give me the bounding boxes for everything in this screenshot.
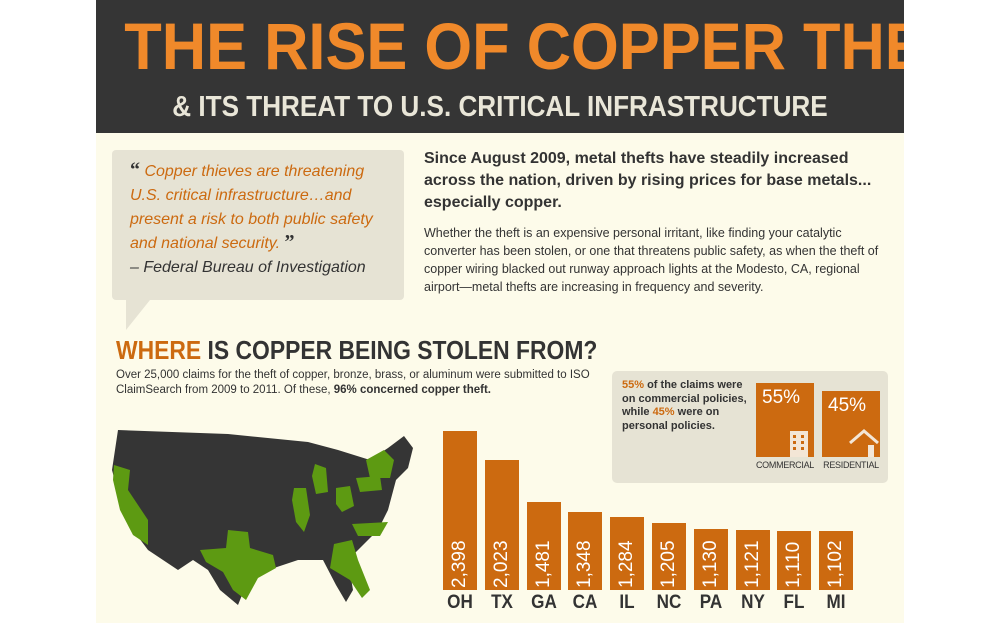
bar-category-label: FL [783,592,805,613]
bar-CA [568,512,603,590]
bar-NC [652,523,686,590]
quote-text: Copper thieves are threatening U.S. crit… [130,163,373,252]
bar-chart: 2,398 OH 2,023 TX 1,481 GA 1,348 CA 1,284 IL 1,205… [436,420,896,623]
residential-box: 45% [822,391,880,457]
close-quote-icon: ” [284,231,295,253]
bar-IL [610,517,645,590]
bar-NY [735,529,770,590]
bar-MI [819,531,854,590]
bar-value-label: 1,110 [783,541,805,588]
bar-value-label: 1,284 [616,540,638,588]
state-pa [356,476,382,492]
intro: Since August 2009, metal thefts have ste… [424,148,884,296]
bar-value-label: 2,398 [449,540,470,588]
state-tx [200,530,276,600]
split-text: 55% of the claims were on commercial pol… [622,379,747,432]
building-icon [790,431,808,457]
bar-category-label: TX [490,592,513,613]
bar-category-label: NC [656,592,682,613]
bar-category-label: PA [699,592,723,613]
bar-value-label: 2,023 [490,540,512,588]
title: THE RISE OF COPPER THEFT [124,9,904,83]
bar-GA [526,501,561,590]
state-oh [336,486,354,512]
header: THE RISE OF COPPER THEFT & ITS THREAT TO… [96,0,904,133]
bar-category-label: NY [740,592,765,613]
section-title: WHERE IS COPPER BEING STOLEN FROM? [116,335,598,365]
bar-category-label: CA [573,592,598,613]
bar-value-label: 1,205 [658,540,679,588]
commercial-label: COMMERCIAL [755,460,814,470]
state-ny [366,450,394,478]
policy-split-panel: 55% of the claims were on commercial pol… [612,371,888,483]
bar-value-label: 1,102 [825,540,847,588]
quote-tail [126,300,150,330]
bar-TX [484,459,519,590]
bar-PA [693,528,728,590]
house-icon [849,429,879,457]
bar-value-label: 1,481 [532,540,554,588]
intro-lead: Since August 2009, metal thefts have ste… [424,150,872,211]
bar-FL [777,530,812,590]
state-mi [312,464,328,494]
section-desc: Over 25,000 claims for the theft of copp… [116,369,590,396]
infographic: THE RISE OF COPPER THEFT & ITS THREAT TO… [96,0,904,623]
bar-category-label: IL [619,592,635,613]
quote-box: “ Copper thieves are threatening U.S. cr… [112,150,404,300]
bar-value-label: 1,348 [574,540,596,588]
state-il [292,488,310,532]
intro-body: Whether the theft is an expensive person… [424,226,879,294]
state-ga-fl [330,540,370,598]
us-map [112,430,413,605]
bar-OH [443,431,477,590]
bar-value-label: 1,130 [699,540,721,588]
subtitle: & ITS THREAT TO U.S. CRITICAL INFRASTRUC… [172,91,828,123]
us-outline [112,430,413,605]
state-ca [113,465,148,545]
open-quote-icon: “ [130,159,140,181]
commercial-box: 55% [756,383,814,457]
bar-category-label: MI [826,592,846,613]
bar-category-label: GA [530,592,557,613]
bar-category-label: OH [447,592,473,613]
residential-label: RESIDENTIAL [823,460,879,470]
state-nc [352,522,388,536]
quote-source: – Federal Bureau of Investigation [130,259,366,276]
bar-value-label: 1,121 [741,540,763,588]
